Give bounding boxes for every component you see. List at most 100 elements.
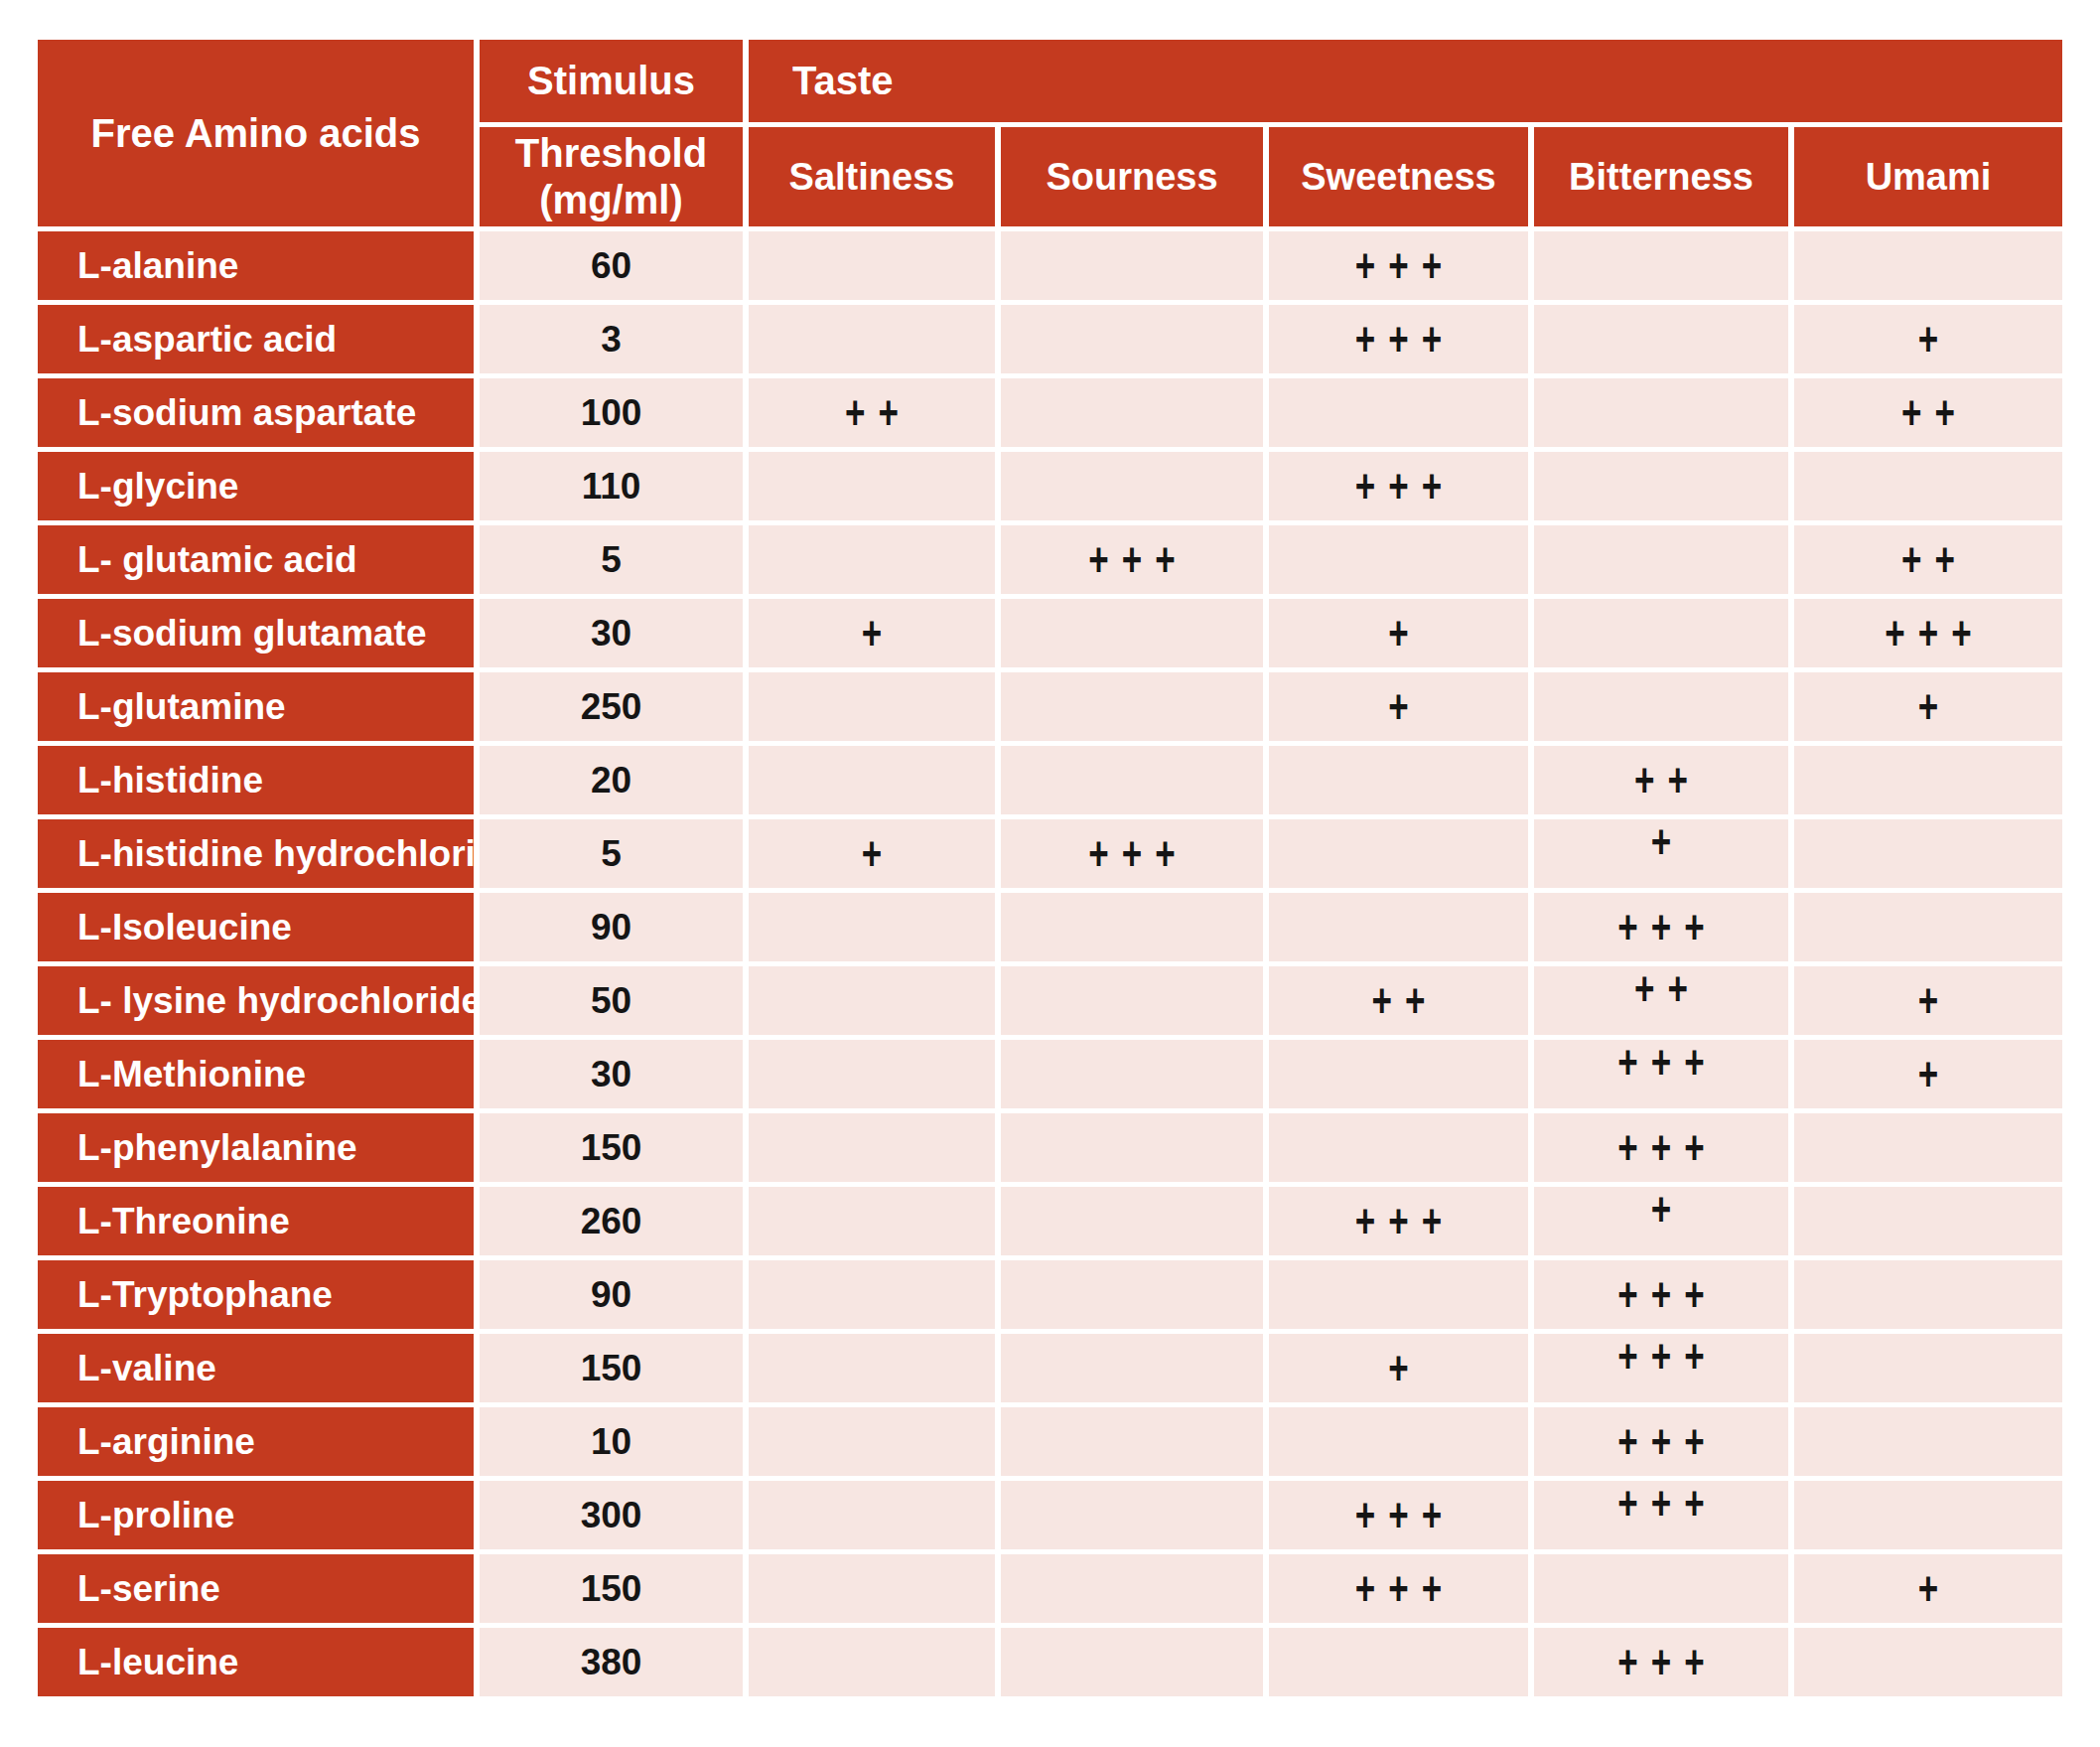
saltiness-value — [749, 452, 995, 520]
header-bitterness: Bitterness — [1534, 127, 1788, 226]
sweetness-value: + — [1269, 599, 1528, 667]
row-label: L-glycine — [38, 452, 474, 520]
umami-value — [1794, 1260, 2062, 1329]
sweetness-value: ++ — [1269, 966, 1528, 1035]
saltiness-value — [749, 893, 995, 961]
bitterness-value: +++ — [1534, 1113, 1788, 1182]
threshold-value: 90 — [480, 1260, 743, 1329]
sweetness-marks: ++ — [1372, 974, 1439, 1028]
sourness-value — [1001, 1554, 1263, 1623]
row-label: L-histidine — [38, 746, 474, 814]
sweetness-value — [1269, 1040, 1528, 1108]
sourness-value — [1001, 1040, 1263, 1108]
row-label: L-histidine hydrochloride — [38, 819, 474, 888]
bitterness-marks: + — [1651, 1187, 1684, 1236]
bitterness-value: +++ — [1534, 1260, 1788, 1329]
sourness-value: +++ — [1001, 819, 1263, 888]
saltiness-value — [749, 1334, 995, 1402]
sourness-marks: +++ — [1088, 533, 1188, 587]
umami-marks: ++ — [1901, 533, 1968, 587]
threshold-value: 50 — [480, 966, 743, 1035]
threshold-value: 90 — [480, 893, 743, 961]
umami-value — [1794, 1407, 2062, 1476]
bitterness-marks: +++ — [1617, 1481, 1717, 1529]
saltiness-value — [749, 231, 995, 300]
sweetness-value: + — [1269, 1334, 1528, 1402]
threshold-value: 30 — [480, 1040, 743, 1108]
sourness-value: +++ — [1001, 525, 1263, 594]
row-label: L-serine — [38, 1554, 474, 1623]
saltiness-value — [749, 672, 995, 741]
bitterness-marks: ++ — [1634, 966, 1701, 1015]
sweetness-marks: +++ — [1355, 1489, 1455, 1542]
bitterness-value: +++ — [1534, 1407, 1788, 1476]
sourness-value — [1001, 672, 1263, 741]
sweetness-value — [1269, 819, 1528, 888]
threshold-value: 300 — [480, 1481, 743, 1549]
umami-value: + — [1794, 1040, 2062, 1108]
bitterness-value — [1534, 525, 1788, 594]
umami-value — [1794, 1481, 2062, 1549]
header-sweetness: Sweetness — [1269, 127, 1528, 226]
umami-marks: + — [1918, 1562, 1951, 1616]
row-label: L- lysine hydrochloride — [38, 966, 474, 1035]
header-umami: Umami — [1794, 127, 2062, 226]
sourness-value — [1001, 452, 1263, 520]
umami-marks: + — [1918, 313, 1951, 366]
sweetness-value — [1269, 1628, 1528, 1696]
header-stimulus: Stimulus — [480, 40, 743, 122]
sweetness-value: +++ — [1269, 231, 1528, 300]
row-label: L-Isoleucine — [38, 893, 474, 961]
row-label: L-aspartic acid — [38, 305, 474, 373]
threshold-value: 30 — [480, 599, 743, 667]
sweetness-value — [1269, 1113, 1528, 1182]
umami-value — [1794, 1628, 2062, 1696]
threshold-value: 150 — [480, 1334, 743, 1402]
threshold-value: 380 — [480, 1628, 743, 1696]
saltiness-value — [749, 966, 995, 1035]
umami-value: + — [1794, 1554, 2062, 1623]
umami-value: + — [1794, 305, 2062, 373]
sourness-value — [1001, 305, 1263, 373]
row-label: L-arginine — [38, 1407, 474, 1476]
threshold-value: 250 — [480, 672, 743, 741]
bitterness-value — [1534, 305, 1788, 373]
row-label: L-Methionine — [38, 1040, 474, 1108]
threshold-value: 20 — [480, 746, 743, 814]
sweetness-value — [1269, 525, 1528, 594]
sweetness-value — [1269, 1260, 1528, 1329]
threshold-value: 10 — [480, 1407, 743, 1476]
saltiness-marks: ++ — [845, 386, 911, 440]
threshold-value: 150 — [480, 1113, 743, 1182]
sweetness-marks: + — [1388, 1342, 1421, 1395]
bitterness-value — [1534, 672, 1788, 741]
bitterness-value: +++ — [1534, 893, 1788, 961]
sourness-value — [1001, 231, 1263, 300]
umami-marks: ++ — [1901, 386, 1968, 440]
row-label: L-leucine — [38, 1628, 474, 1696]
bitterness-value: +++ — [1534, 1628, 1788, 1696]
umami-value — [1794, 1113, 2062, 1182]
saltiness-value — [749, 1040, 995, 1108]
sweetness-marks: +++ — [1355, 239, 1455, 293]
saltiness-value: ++ — [749, 378, 995, 447]
bitterness-value — [1534, 378, 1788, 447]
row-label: L-Tryptophane — [38, 1260, 474, 1329]
threshold-value: 110 — [480, 452, 743, 520]
sweetness-marks: +++ — [1355, 1562, 1455, 1616]
bitterness-marks: +++ — [1617, 1040, 1717, 1089]
threshold-value: 5 — [480, 525, 743, 594]
header-threshold-unit: (mg/ml) — [539, 177, 682, 223]
bitterness-value: +++ — [1534, 1040, 1788, 1108]
bitterness-value — [1534, 231, 1788, 300]
saltiness-value: + — [749, 599, 995, 667]
saltiness-value — [749, 525, 995, 594]
header-sourness: Sourness — [1001, 127, 1263, 226]
saltiness-value: + — [749, 819, 995, 888]
bitterness-value: +++ — [1534, 1334, 1788, 1402]
umami-value — [1794, 746, 2062, 814]
sweetness-value: +++ — [1269, 1554, 1528, 1623]
saltiness-value — [749, 746, 995, 814]
header-threshold-word: Threshold — [515, 130, 707, 177]
bitterness-value — [1534, 599, 1788, 667]
